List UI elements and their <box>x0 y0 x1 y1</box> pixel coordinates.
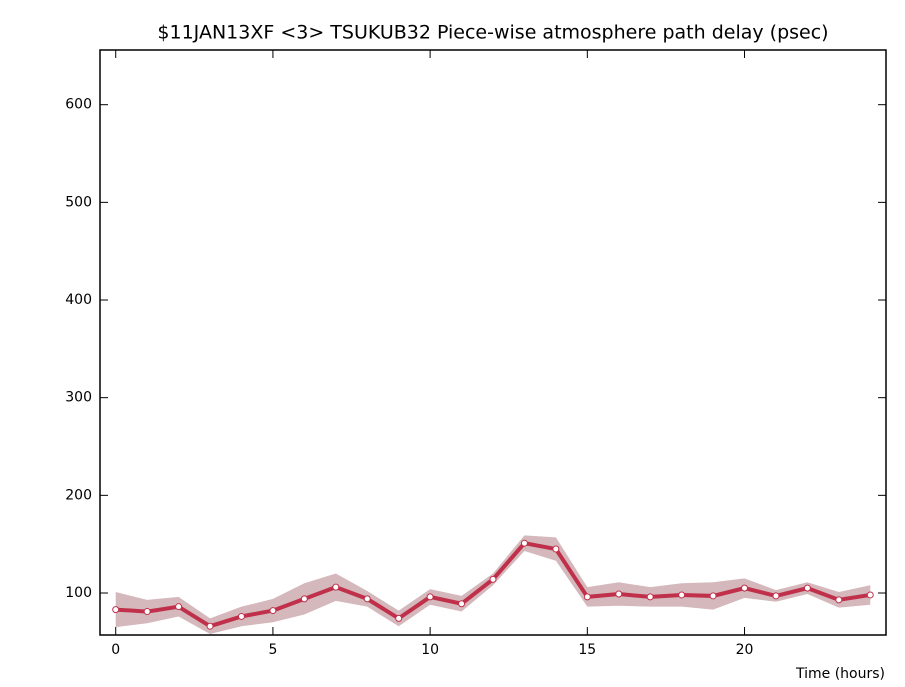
data-point <box>300 595 308 603</box>
data-point <box>237 612 245 620</box>
data-point <box>458 600 466 608</box>
y-tick-label: 200 <box>65 487 92 503</box>
data-point <box>709 592 717 600</box>
data-point <box>426 593 434 601</box>
x-axis-label: Time (hours) <box>795 666 885 682</box>
y-tick-label: 300 <box>65 390 92 406</box>
plot-frame <box>99 49 887 636</box>
x-tick-label: 10 <box>421 642 439 658</box>
data-point <box>395 614 403 622</box>
y-tick-label: 400 <box>65 292 92 308</box>
data-point <box>678 591 686 599</box>
data-point <box>772 592 780 600</box>
y-tick-label: 100 <box>65 585 92 601</box>
data-point <box>646 593 654 601</box>
data-point <box>363 595 371 603</box>
data-point <box>615 590 623 598</box>
x-tick-label: 0 <box>111 642 120 658</box>
data-point <box>741 584 749 592</box>
data-point <box>175 603 183 611</box>
y-tick-label: 500 <box>65 194 92 210</box>
x-tick-label: 20 <box>736 642 754 658</box>
data-point <box>112 606 120 614</box>
data-point <box>583 593 591 601</box>
y-tick-label: 600 <box>65 97 92 113</box>
x-tick-label: 5 <box>268 642 277 658</box>
error-band <box>115 535 871 635</box>
data-point <box>206 622 214 630</box>
data-point <box>552 545 560 553</box>
data-point <box>803 584 811 592</box>
data-point <box>866 591 874 599</box>
data-point <box>489 575 497 583</box>
data-point <box>269 607 277 615</box>
data-point <box>143 608 151 616</box>
x-tick-label: 15 <box>578 642 596 658</box>
data-point <box>332 583 340 591</box>
data-point <box>835 596 843 604</box>
chart-title: $11JAN13XF <3> TSUKUB32 Piece-wise atmos… <box>157 22 828 44</box>
data-point <box>520 539 528 547</box>
